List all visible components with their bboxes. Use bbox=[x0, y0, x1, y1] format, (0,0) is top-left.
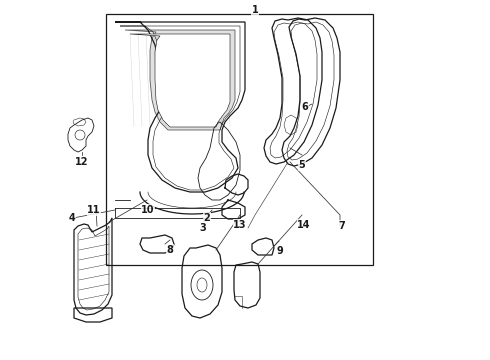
Text: 9: 9 bbox=[277, 246, 283, 256]
Bar bbox=[106, 14, 373, 265]
Text: 12: 12 bbox=[75, 157, 89, 167]
Text: 3: 3 bbox=[199, 223, 206, 233]
Polygon shape bbox=[125, 30, 235, 130]
Text: 14: 14 bbox=[297, 220, 311, 230]
Text: 6: 6 bbox=[302, 102, 308, 112]
Text: 1: 1 bbox=[252, 5, 258, 15]
Text: 13: 13 bbox=[233, 220, 247, 230]
Circle shape bbox=[75, 130, 85, 140]
Text: 11: 11 bbox=[87, 205, 101, 215]
Polygon shape bbox=[130, 34, 230, 127]
Text: 7: 7 bbox=[339, 221, 345, 231]
Text: 4: 4 bbox=[69, 213, 75, 223]
Text: 2: 2 bbox=[204, 213, 210, 223]
Text: 5: 5 bbox=[298, 160, 305, 170]
Text: 10: 10 bbox=[141, 205, 155, 215]
Text: 8: 8 bbox=[167, 245, 173, 255]
